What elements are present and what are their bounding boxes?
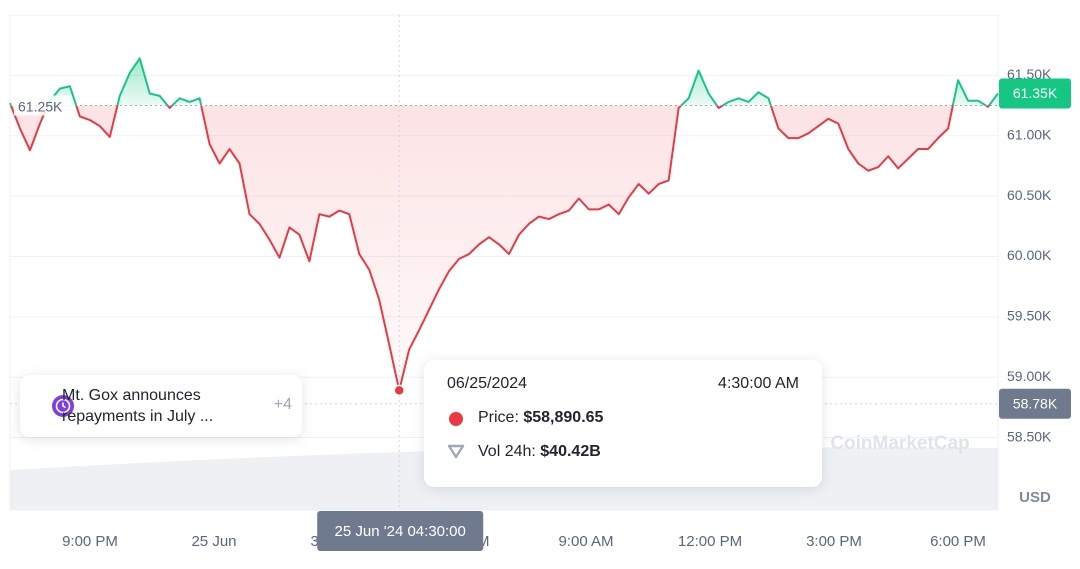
x-tick-label: 25 Jun: [191, 533, 236, 550]
y-tick-label: 59.00K: [1007, 368, 1052, 384]
y-tick-label: 60.50K: [1007, 187, 1052, 203]
x-tick-label: 9:00 AM: [558, 533, 613, 550]
price-line: [9, 57, 999, 392]
y-tick-label: 61.00K: [1007, 126, 1052, 142]
price-dot: [449, 412, 463, 426]
y-tick-label: 59.50K: [1007, 308, 1052, 324]
crosshair-price-label: 58.78K: [1013, 395, 1058, 411]
current-price-label: 61.35K: [1013, 85, 1058, 101]
volume-value: $40.42B: [540, 443, 601, 460]
volume-label: Vol 24h:: [478, 443, 536, 460]
y-tick-label: 61.50K: [1007, 66, 1052, 82]
y-tick-label: 58.50K: [1007, 428, 1052, 444]
tooltip-time: 4:30:00 AM: [718, 375, 799, 392]
tooltip-price: Price: $58,890.65: [478, 409, 603, 427]
tooltip: 06/25/2024 4:30:00 AM Price: $58,890.65 …: [424, 360, 822, 487]
volume-icon: [447, 444, 465, 459]
unit-label: USD: [1019, 489, 1051, 506]
crosshair-price-label-bg: [999, 388, 1071, 419]
x-tick-label: 9:00 PM: [62, 533, 118, 550]
baseline-label: 61.25K: [18, 98, 63, 114]
x-tick-label: 3:00 PM: [806, 533, 862, 550]
tooltip-date: 06/25/2024: [447, 375, 528, 392]
watermark: CoinMarketCap: [830, 433, 969, 454]
event-text: Mt. Gox announces repayments in July ...: [62, 387, 214, 425]
crosshair-time: 25 Jun '24 04:30:00: [335, 523, 466, 540]
x-tick-label: 12:00 PM: [678, 533, 742, 550]
tooltip-volume: Vol 24h: $40.42B: [478, 443, 601, 461]
event-more: +4: [273, 396, 292, 413]
event-card[interactable]: Mt. Gox announces repayments in July ...…: [20, 375, 302, 437]
baseline-label-bg: [14, 95, 72, 116]
price-value: $58,890.65: [523, 409, 604, 426]
price-area: [10, 58, 998, 391]
x-tick-label: 6:00 PM: [930, 533, 986, 550]
crosshair-dot: [393, 384, 405, 397]
price-label: Price:: [478, 409, 519, 426]
event-icon: [52, 395, 74, 417]
crosshair-time-bg: [317, 511, 484, 551]
current-price-label-bg: [999, 78, 1071, 109]
y-tick-label: 60.00K: [1007, 247, 1052, 263]
